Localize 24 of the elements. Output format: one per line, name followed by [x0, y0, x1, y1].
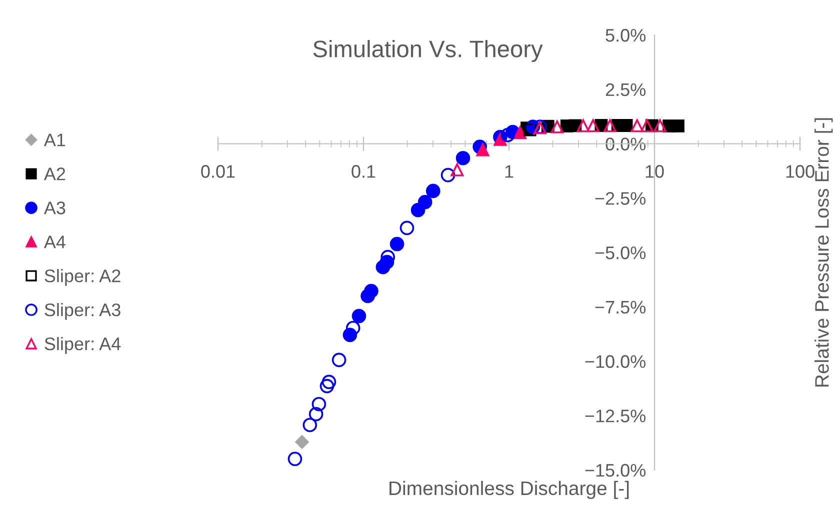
legend-label: A3 — [44, 202, 66, 214]
y-tick-label: −10.0% — [585, 355, 646, 368]
y-tick-label: −7.5% — [595, 300, 646, 314]
chart-title: Simulation Vs. Theory — [313, 40, 543, 62]
legend-label: A1 — [44, 134, 66, 146]
x-axis-title: Dimensionless Discharge [-] — [390, 480, 629, 499]
y-tick-label: 2.5% — [606, 83, 646, 96]
x-tick-label: 0.1 — [352, 165, 376, 178]
y-tick-label: 5.0% — [606, 28, 646, 42]
x-tick-label: 1 — [505, 165, 514, 178]
legend-label: Sliper: A4 — [44, 336, 121, 354]
y-tick-label: −15.0% — [585, 464, 646, 477]
legend-label: A4 — [44, 236, 66, 248]
y-axis-title: Relative Pressure Loss Error [-] — [814, 118, 833, 387]
legend-label: Sliper: A2 — [44, 269, 120, 286]
x-tick-label: 100 — [786, 165, 814, 178]
x-tick-label: 10 — [646, 165, 664, 178]
x-tick-label: 0.01 — [201, 165, 235, 178]
y-tick-label: −2.5% — [595, 192, 646, 205]
legend-label: Sliper: A3 — [44, 303, 120, 320]
y-tick-label: −12.5% — [585, 410, 646, 422]
legend-label: A2 — [44, 168, 66, 180]
y-tick-label: 0.0% — [606, 138, 646, 150]
y-tick-label: −5.0% — [595, 246, 646, 260]
